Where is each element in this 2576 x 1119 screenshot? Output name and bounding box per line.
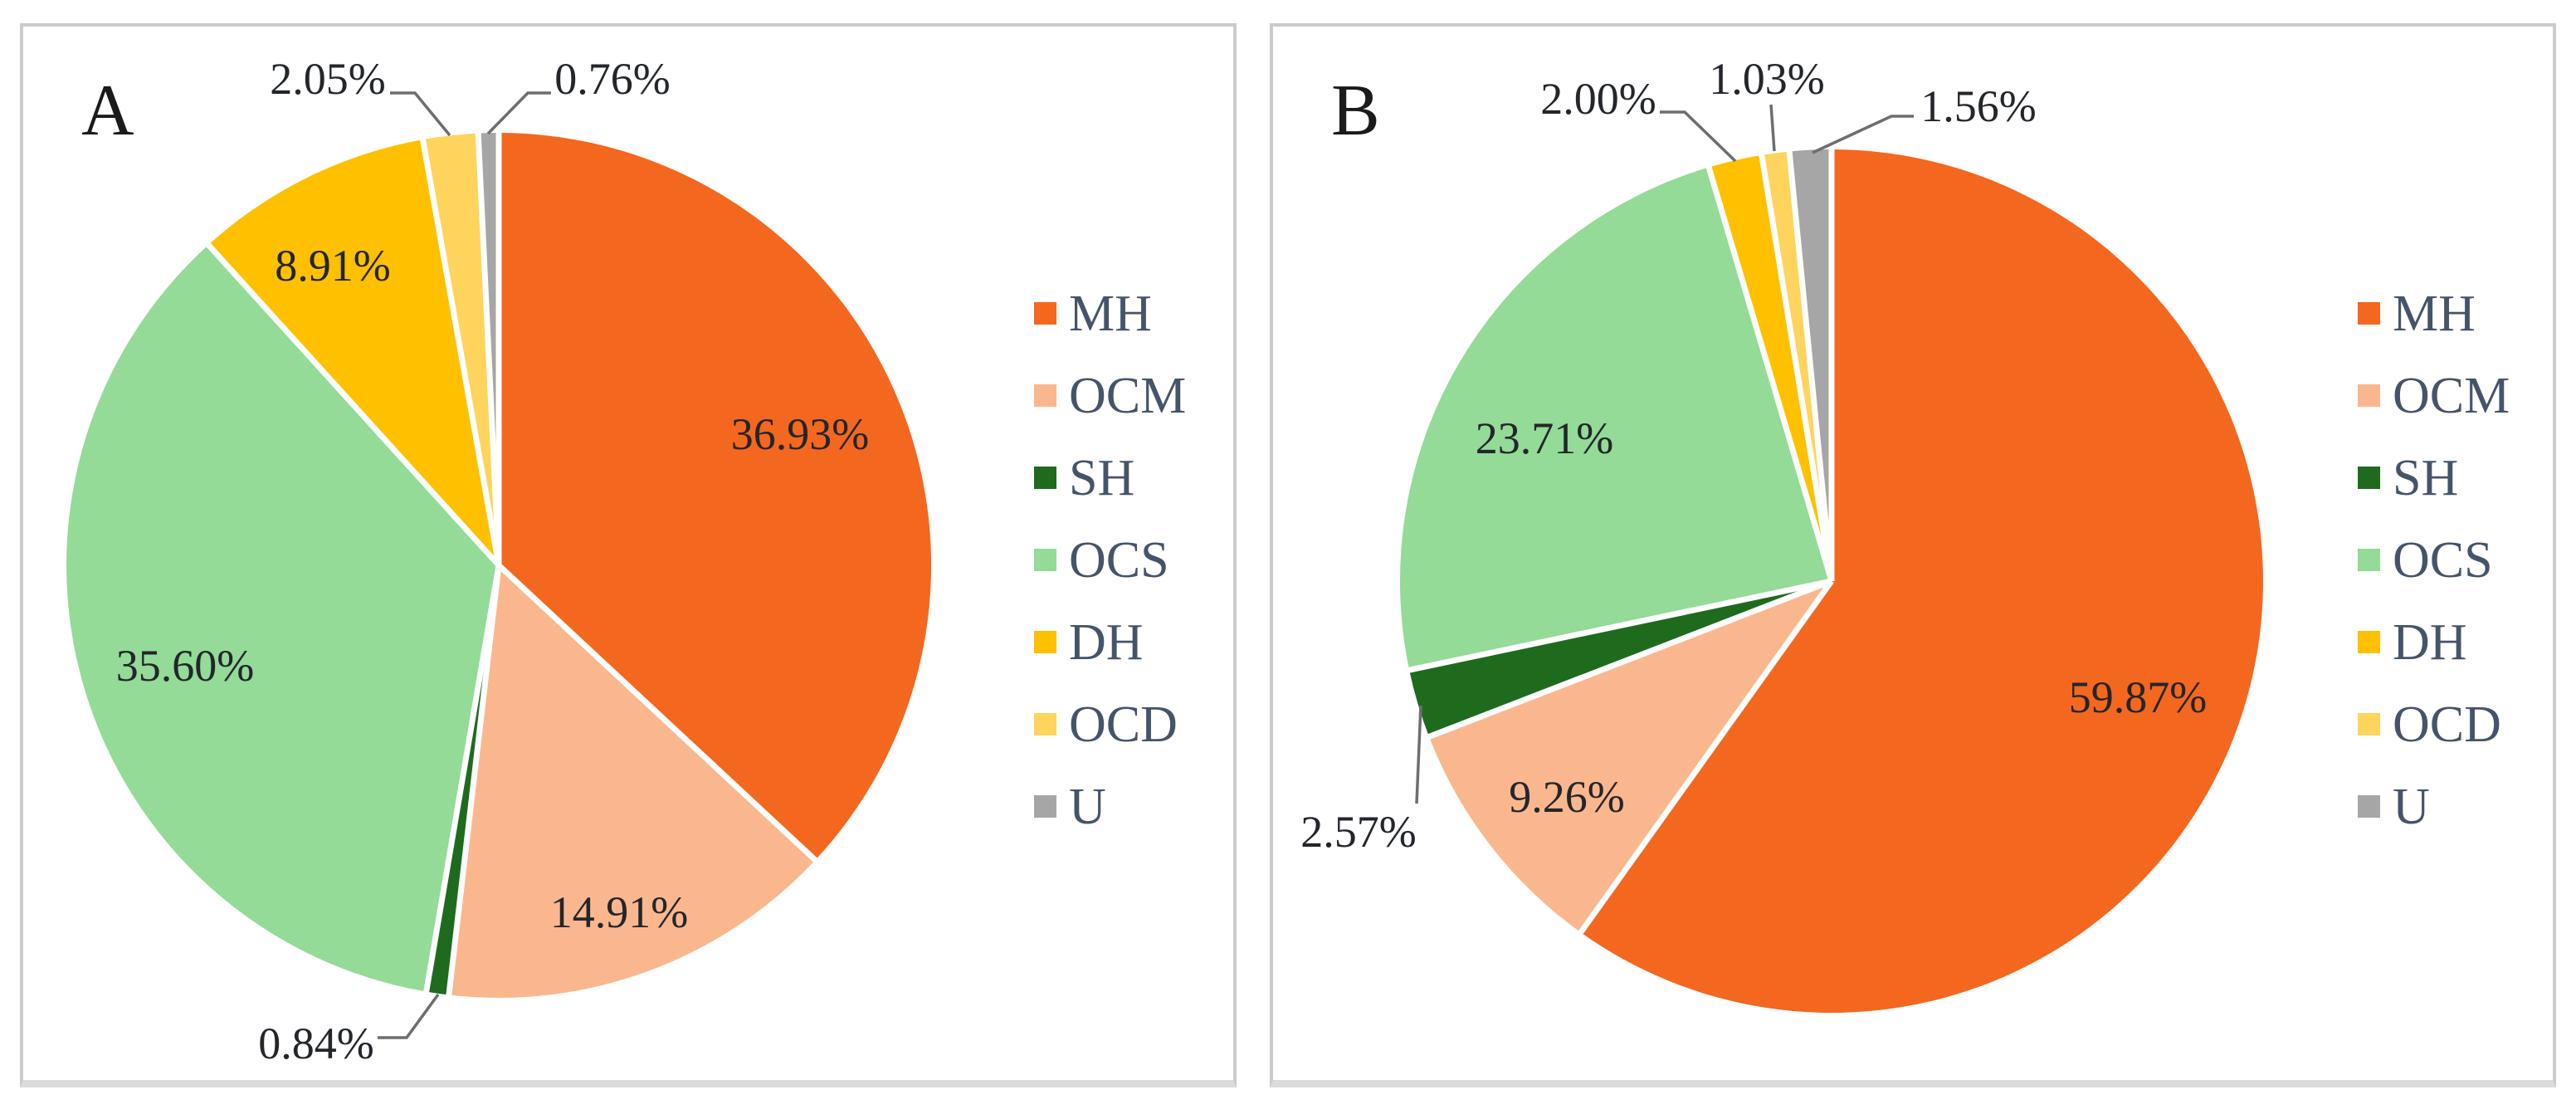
slice-separator bbox=[1786, 150, 1835, 582]
legend-A-item-OCM: OCM bbox=[1034, 354, 1186, 437]
pie-chart-A: 36.93% 14.91% 0.84% 35.60% 8.91% 2.05% 0.76% bbox=[66, 54, 932, 1068]
legend-label-DH: DH bbox=[1069, 613, 1144, 671]
pie-B-label-OCD: 1.03% bbox=[1709, 54, 1824, 104]
legend-A-item-OCD: OCD bbox=[1034, 683, 1186, 765]
pie-A-slice-MH bbox=[499, 133, 932, 860]
pie-B-leader-SH bbox=[1415, 705, 1422, 804]
slice-separator bbox=[419, 138, 502, 566]
legend-swatch-MH bbox=[1034, 302, 1056, 325]
legend-A-item-SH: SH bbox=[1034, 437, 1186, 519]
pie-A-label-OCD: 2.05% bbox=[270, 54, 385, 104]
legend-swatch-DH bbox=[1034, 631, 1056, 653]
legend-swatch-DH bbox=[2358, 631, 2380, 653]
slice-separator bbox=[496, 563, 818, 863]
slice-separator bbox=[205, 242, 501, 568]
pie-A-label-SH: 0.84% bbox=[258, 1019, 373, 1068]
pie-B-label-OCM: 9.26% bbox=[1509, 772, 1624, 822]
slice-separator bbox=[1408, 578, 1832, 673]
legend-label-SH: SH bbox=[1069, 449, 1135, 506]
legend-label-U: U bbox=[1069, 778, 1106, 835]
pie-A-label-OCM: 14.91% bbox=[550, 887, 688, 937]
legend-swatch-U bbox=[2358, 795, 2380, 818]
legend-B-item-MH: MH bbox=[2358, 272, 2510, 354]
legend-A-item-MH: MH bbox=[1034, 272, 1186, 354]
pie-B-slice-MH bbox=[1580, 149, 2263, 1013]
panel-A: 36.93% 14.91% 0.84% 35.60% 8.91% 2.05% 0.76% A… bbox=[20, 23, 1237, 1087]
pie-B-slice-OCS bbox=[1399, 167, 1832, 670]
pie-A-label-OCS: 35.60% bbox=[116, 641, 254, 691]
legend-B-item-OCM: OCM bbox=[2358, 354, 2510, 437]
slice-separator bbox=[1427, 578, 1833, 740]
legend-A-item-OCS: OCS bbox=[1034, 519, 1186, 601]
pie-B-label-DH: 2.00% bbox=[1540, 74, 1656, 124]
legend-B-item-SH: SH bbox=[2358, 437, 2510, 519]
legend-label-OCD: OCD bbox=[1069, 696, 1178, 753]
legend-label-OCS: OCS bbox=[2393, 531, 2493, 589]
pie-A-leader-OCD bbox=[390, 91, 451, 137]
pie-B-label-MH: 59.87% bbox=[2069, 672, 2207, 722]
pie-A-leader-U bbox=[486, 91, 551, 135]
legend-swatch-OCS bbox=[2358, 549, 2380, 571]
legend-B-item-OCD: OCD bbox=[2358, 683, 2510, 765]
pie-B-label-OCS: 23.71% bbox=[1476, 413, 1613, 463]
legend-label-SH: SH bbox=[2393, 449, 2459, 506]
pie-A-label-MH: 36.93% bbox=[731, 409, 869, 459]
legend-swatch-SH bbox=[1034, 467, 1056, 489]
pie-B-leader-DH bbox=[1660, 110, 1737, 163]
legend-A-item-U: U bbox=[1034, 765, 1186, 848]
pie-B-label-SH: 2.57% bbox=[1300, 807, 1416, 857]
legend-label-MH: MH bbox=[1069, 285, 1152, 342]
legend-label-OCM: OCM bbox=[2393, 367, 2510, 424]
legend-swatch-OCM bbox=[1034, 384, 1056, 407]
pie-A-label-U: 0.76% bbox=[554, 54, 670, 104]
panel-letter-A: A bbox=[81, 71, 134, 151]
legend-label-DH: DH bbox=[2393, 613, 2467, 671]
legend-swatch-U bbox=[1034, 795, 1056, 818]
pie-B-slice-OCM bbox=[1429, 581, 1832, 933]
legend-B-item-DH: DH bbox=[2358, 601, 2510, 683]
pie-A-slice-OCS bbox=[66, 245, 499, 992]
pie-A-label-DH: 8.91% bbox=[275, 241, 390, 291]
legend-swatch-SH bbox=[2358, 467, 2380, 489]
legend-swatch-OCM bbox=[2358, 384, 2380, 407]
pie-B-leader-OCD bbox=[1769, 104, 1776, 152]
pie-B-leader-U bbox=[1812, 115, 1914, 154]
pie-A-slice-DH bbox=[208, 139, 499, 566]
slice-separator bbox=[1705, 165, 1835, 582]
legend-swatch-OCS bbox=[1034, 549, 1056, 571]
slice-separator bbox=[1759, 154, 1835, 582]
legend-swatch-MH bbox=[2358, 302, 2380, 325]
panel-letter-B: B bbox=[1331, 71, 1380, 151]
legend-label-OCD: OCD bbox=[2393, 696, 2501, 753]
slice-separator bbox=[446, 564, 502, 996]
legend-B-item-U: U bbox=[2358, 765, 2510, 848]
legend-B: MH OCM SH OCS DH OCD U bbox=[2358, 272, 2510, 848]
legend-label-U: U bbox=[2393, 778, 2430, 835]
legend-A: MH OCM SH OCS DH OCD U bbox=[1034, 272, 1186, 848]
slice-separator bbox=[1578, 579, 1834, 936]
legend-label-OCM: OCM bbox=[1069, 367, 1187, 424]
slice-separator bbox=[423, 564, 502, 994]
pie-A-leader-SH bbox=[378, 993, 440, 1039]
legend-swatch-OCD bbox=[2358, 713, 2380, 735]
legend-swatch-OCD bbox=[1034, 713, 1056, 735]
slice-separator bbox=[475, 132, 502, 566]
pie-A-slice-OCM bbox=[448, 565, 816, 998]
pie-B-label-U: 1.56% bbox=[1920, 81, 2036, 131]
legend-label-OCS: OCS bbox=[1069, 531, 1169, 589]
legend-B-item-OCS: OCS bbox=[2358, 519, 2510, 601]
panel-B: 59.87% 9.26% 2.57% 23.71% 2.00% 1.03% 1.56% B … bbox=[1270, 23, 2556, 1087]
legend-A-item-DH: DH bbox=[1034, 601, 1186, 683]
pie-chart-B: 59.87% 9.26% 2.57% 23.71% 2.00% 1.03% 1.56% bbox=[1300, 54, 2263, 1013]
legend-label-MH: MH bbox=[2393, 285, 2476, 342]
